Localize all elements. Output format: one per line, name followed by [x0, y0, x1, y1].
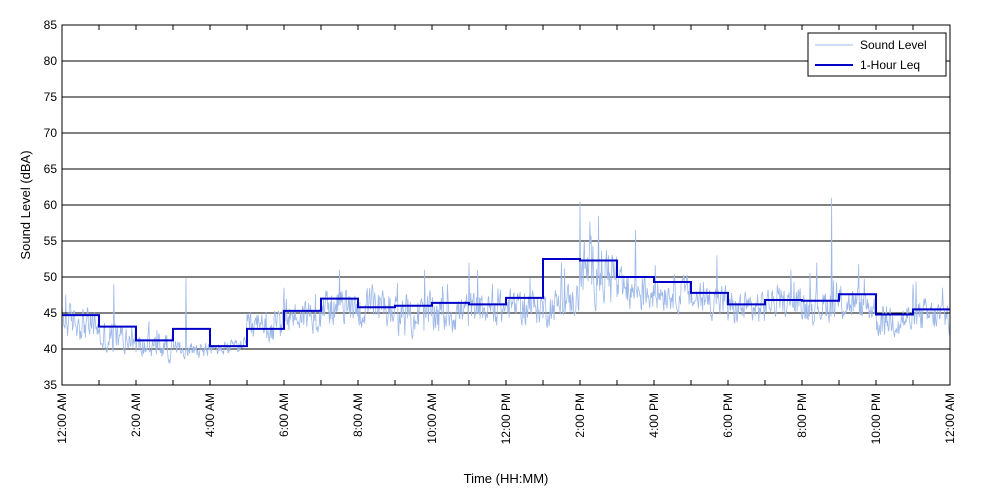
- legend: Sound Level 1-Hour Leq: [807, 32, 947, 77]
- x-tick-label: 4:00 PM: [647, 393, 661, 438]
- x-tick-label: 2:00 PM: [573, 393, 587, 438]
- y-axis-label: Sound Level (dBA): [18, 150, 33, 259]
- legend-label-sound-level: Sound Level: [860, 38, 927, 52]
- x-axis-label: Time (HH:MM): [464, 471, 549, 486]
- x-tick-label: 12:00 PM: [499, 393, 513, 444]
- y-tick-label: 55: [44, 234, 58, 248]
- x-tick-label: 6:00 PM: [721, 393, 735, 438]
- y-tick-label: 60: [44, 198, 58, 212]
- y-tick-label: 50: [44, 270, 58, 284]
- x-tick-label: 12:00 AM: [943, 393, 957, 444]
- y-tick-label: 75: [44, 90, 58, 104]
- grid-lines: [62, 60, 950, 350]
- y-tick-label: 80: [44, 54, 58, 68]
- y-tick-labels: 35 40 45 50 55 60 65 70 75 80 85: [44, 18, 58, 392]
- x-tick-label: 4:00 AM: [203, 393, 217, 437]
- y-tick-label: 45: [44, 306, 58, 320]
- x-tick-label: 6:00 AM: [277, 393, 291, 437]
- x-tick-label: 10:00 PM: [869, 393, 883, 444]
- y-tick-label: 65: [44, 162, 58, 176]
- legend-label-leq: 1-Hour Leq: [860, 58, 920, 72]
- x-tick-labels: 12:00 AM 2:00 AM 4:00 AM 6:00 AM 8:00 AM 10:0…: [55, 393, 957, 444]
- legend-box: [807, 32, 947, 77]
- x-tick-label: 8:00 PM: [795, 393, 809, 438]
- x-tick-label: 8:00 AM: [351, 393, 365, 437]
- x-tick-label: 12:00 AM: [55, 393, 69, 444]
- x-tick-label: 10:00 AM: [425, 393, 439, 444]
- y-tick-label: 40: [44, 342, 58, 356]
- x-tick-label: 2:00 AM: [129, 393, 143, 437]
- y-tick-label: 85: [44, 18, 58, 32]
- y-tick-label: 35: [44, 378, 58, 392]
- series-layer: [61, 197, 951, 364]
- series-line-1-hour-leq: [62, 258, 950, 348]
- y-tick-label: 70: [44, 126, 58, 140]
- axis-ticks: [61, 24, 951, 386]
